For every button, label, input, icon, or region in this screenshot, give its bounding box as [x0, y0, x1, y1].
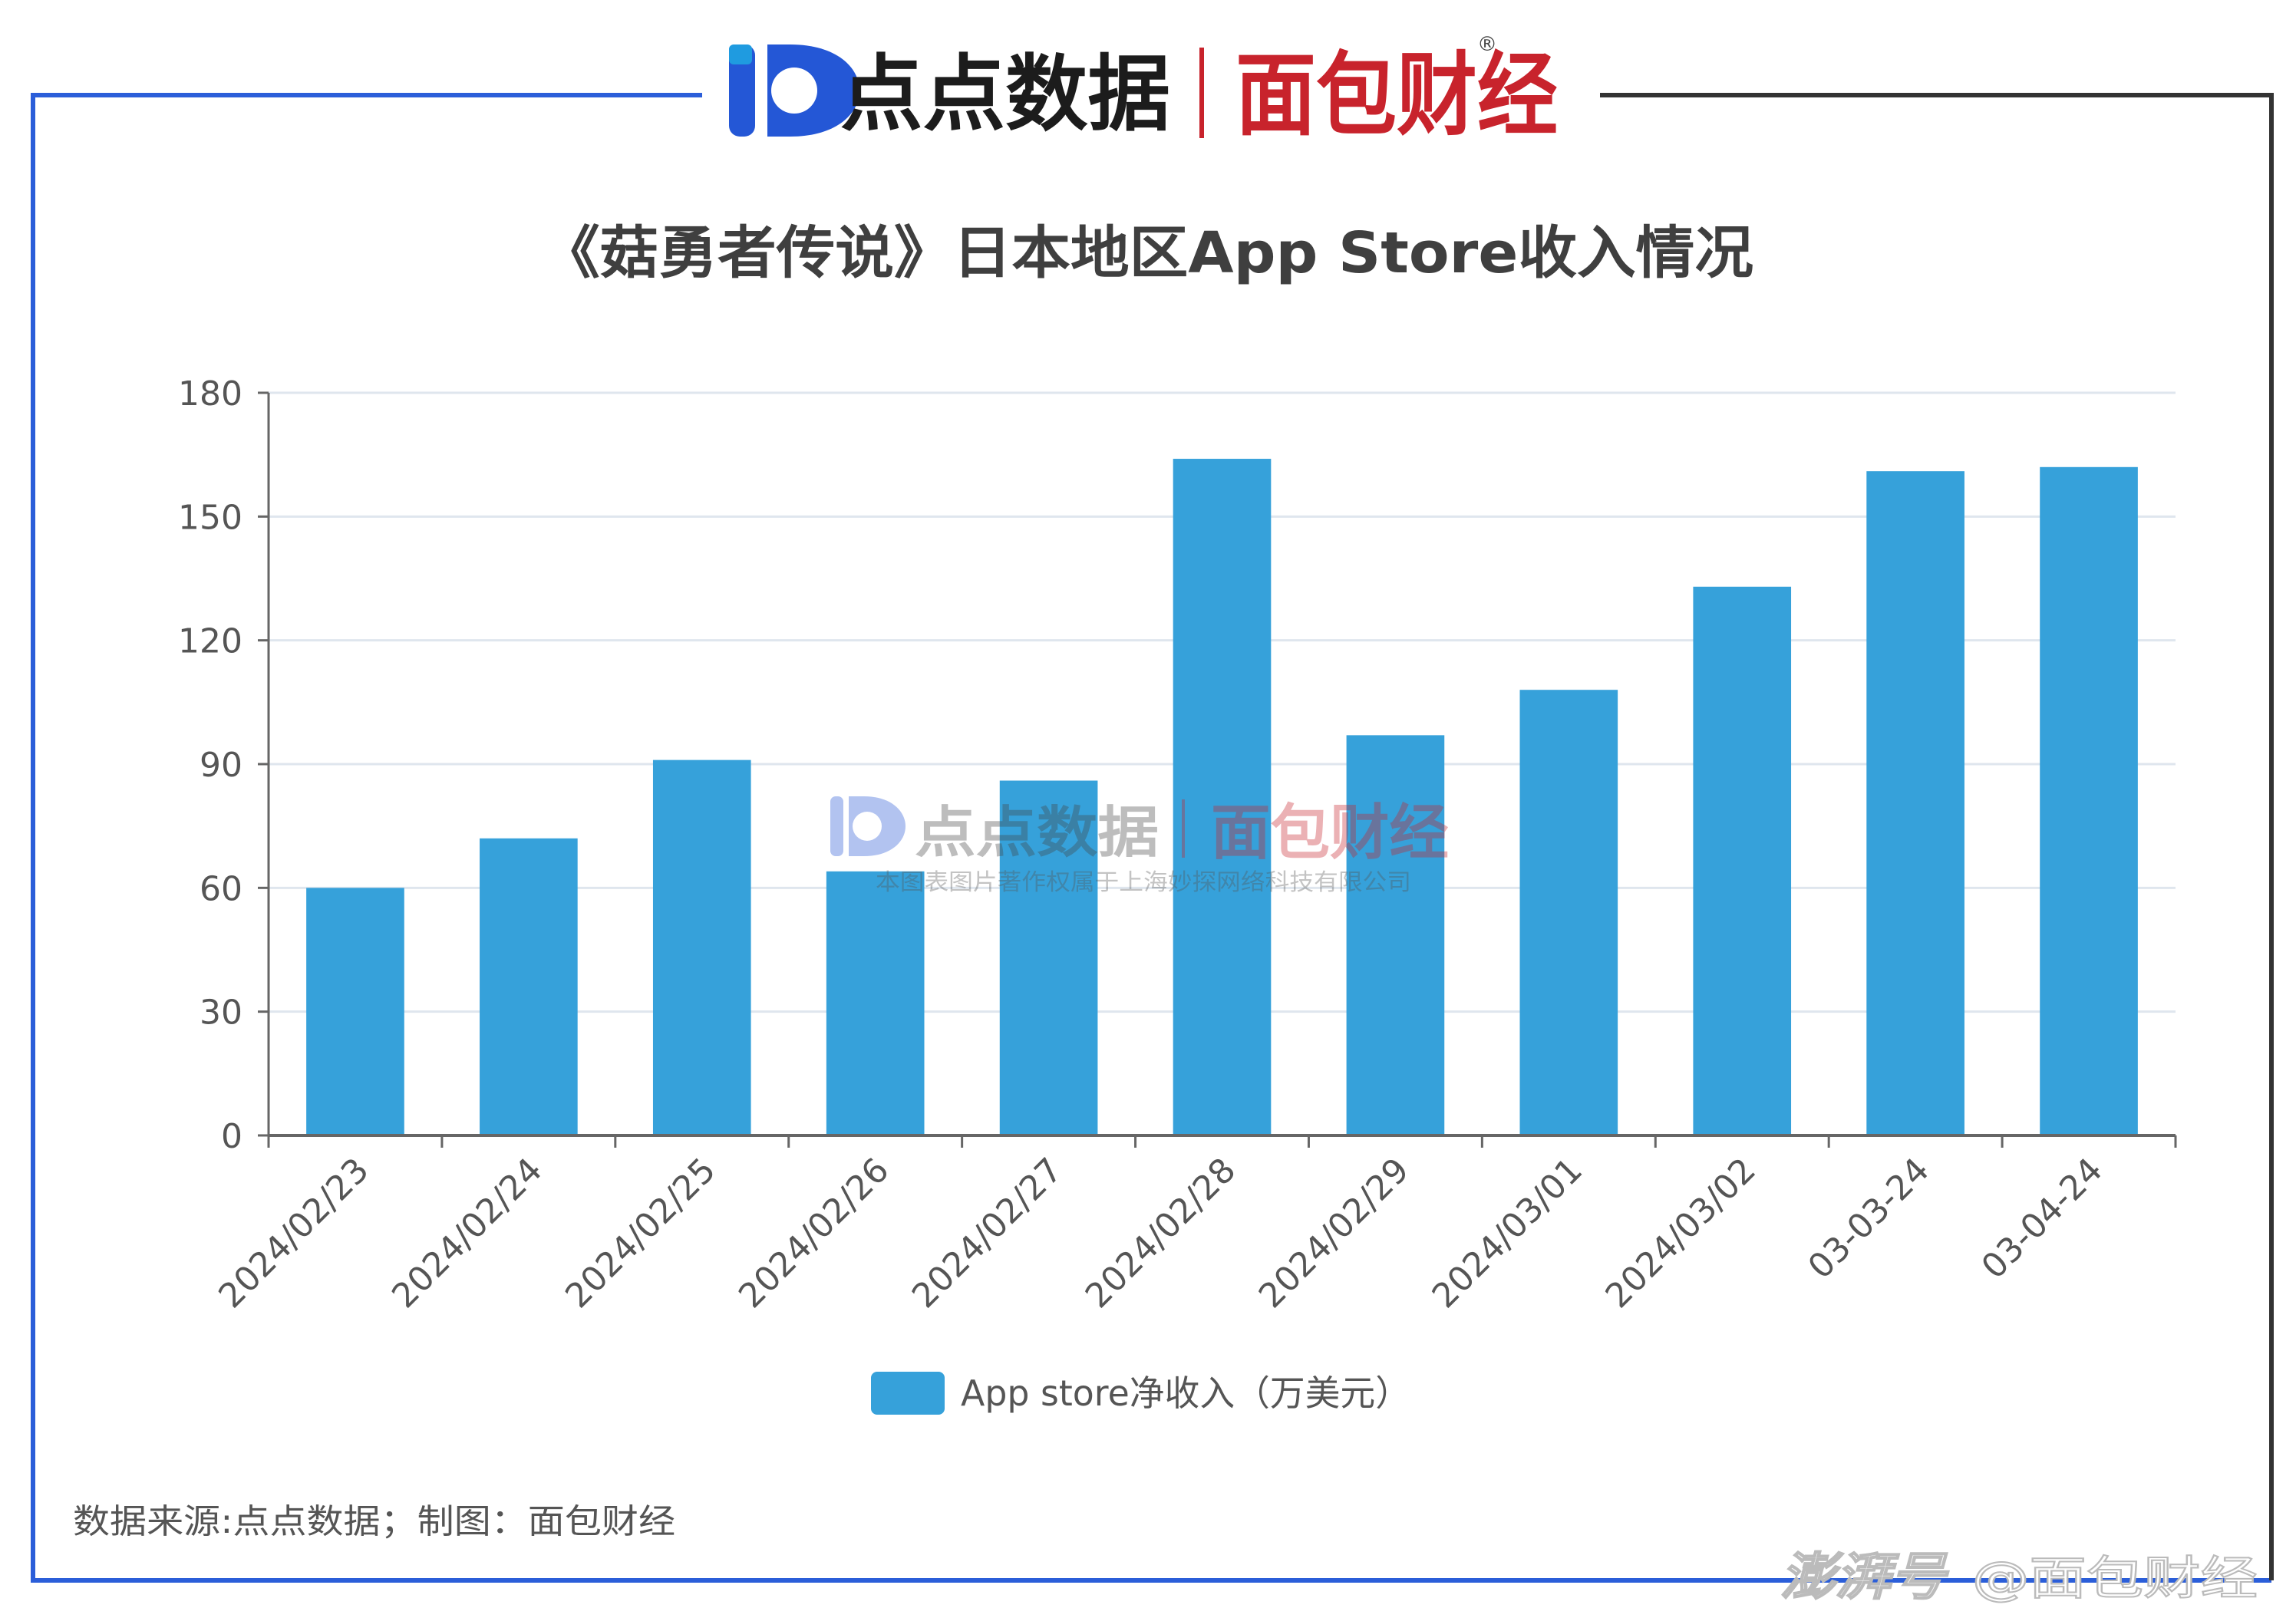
x-tick-label: 2024/02/28	[1078, 1151, 1243, 1316]
x-tick-label: 2024/02/27	[905, 1151, 1070, 1316]
watermark-copyright: 本图表图片著作权属于上海妙探网络科技有限公司	[876, 869, 1411, 896]
bar-03-03-24[interactable]	[1866, 471, 1964, 1135]
x-tick-label: 2024/02/25	[558, 1151, 723, 1316]
watermark-logo-icon	[830, 796, 906, 856]
legend-swatch	[871, 1372, 945, 1415]
y-tick-label: 150	[178, 498, 242, 537]
mianbao-logo-text: 面包财经	[1235, 42, 1558, 148]
x-tick-label: 03-03-24	[1801, 1151, 1937, 1287]
bar-2024/03/01[interactable]	[1519, 690, 1618, 1135]
watermark-divider	[1182, 799, 1185, 858]
bar-2024/02/27[interactable]	[999, 780, 1098, 1135]
x-tick-label: 2024/02/23	[211, 1151, 376, 1316]
bar-2024/02/26[interactable]	[826, 871, 925, 1135]
bar-2024/02/23[interactable]	[306, 888, 404, 1135]
bar-2024/03/02[interactable]	[1693, 586, 1792, 1135]
x-axis-ticks: 2024/02/23 2024/02/24 2024/02/25 2024/02/26…	[211, 1135, 2177, 1316]
y-tick-label: 60	[200, 869, 242, 908]
axes	[267, 393, 2176, 1137]
y-tick-label: 0	[221, 1117, 242, 1156]
x-tick-label: 2024/02/26	[731, 1151, 896, 1316]
y-tick-label: 180	[178, 374, 242, 414]
chart-title: 《菇勇者传说》日本地区App Store收入情况	[541, 220, 1753, 286]
bar-03-04-24[interactable]	[2040, 466, 2138, 1135]
x-tick-label: 2024/02/24	[384, 1151, 549, 1316]
bar-2024/02/24[interactable]	[480, 838, 578, 1135]
x-tick-label: 2024/03/01	[1425, 1151, 1590, 1316]
source-note: 数据来源:点点数据；制图：面包财经	[73, 1502, 675, 1541]
y-tick-label: 30	[200, 993, 242, 1033]
legend[interactable]: App store净收入（万美元）	[871, 1372, 1410, 1415]
author-watermark: @面包财经	[1972, 1552, 2258, 1606]
y-tick-label: 120	[178, 622, 242, 661]
bar-2024/02/28[interactable]	[1173, 459, 1272, 1135]
platform-watermark: 澎湃号	[1780, 1547, 1949, 1606]
bar-2024/02/29[interactable]	[1346, 735, 1445, 1135]
bars	[306, 459, 2138, 1135]
diandian-logo-text: 点点数据	[840, 47, 1170, 143]
x-tick-label: 03-04-24	[1974, 1151, 2110, 1287]
diandian-logo-icon	[729, 44, 859, 137]
x-tick-label: 2024/03/02	[1598, 1151, 1763, 1316]
bar-2024/02/25[interactable]	[652, 760, 751, 1135]
frame-right-border	[1600, 93, 2274, 1580]
watermark-logo-right: 面包财经	[1211, 799, 1449, 868]
legend-label: App store净收入（万美元）	[961, 1372, 1410, 1414]
header-divider	[1199, 48, 1204, 138]
watermark-logo-left: 点点数据	[915, 800, 1159, 865]
header-logos: 点点数据 面包财经 ®	[729, 33, 1558, 148]
watermark: 点点数据 面包财经 本图表图片著作权属于上海妙探网络科技有限公司	[830, 796, 1449, 896]
registered-mark: ®	[1477, 33, 1497, 56]
frame	[31, 93, 2274, 1583]
y-axis-ticks: 0 30 60 90 120 150 180	[178, 374, 269, 1156]
y-tick-label: 90	[200, 746, 242, 785]
x-tick-label: 2024/02/29	[1252, 1151, 1417, 1316]
frame-left-border	[31, 93, 2271, 1583]
